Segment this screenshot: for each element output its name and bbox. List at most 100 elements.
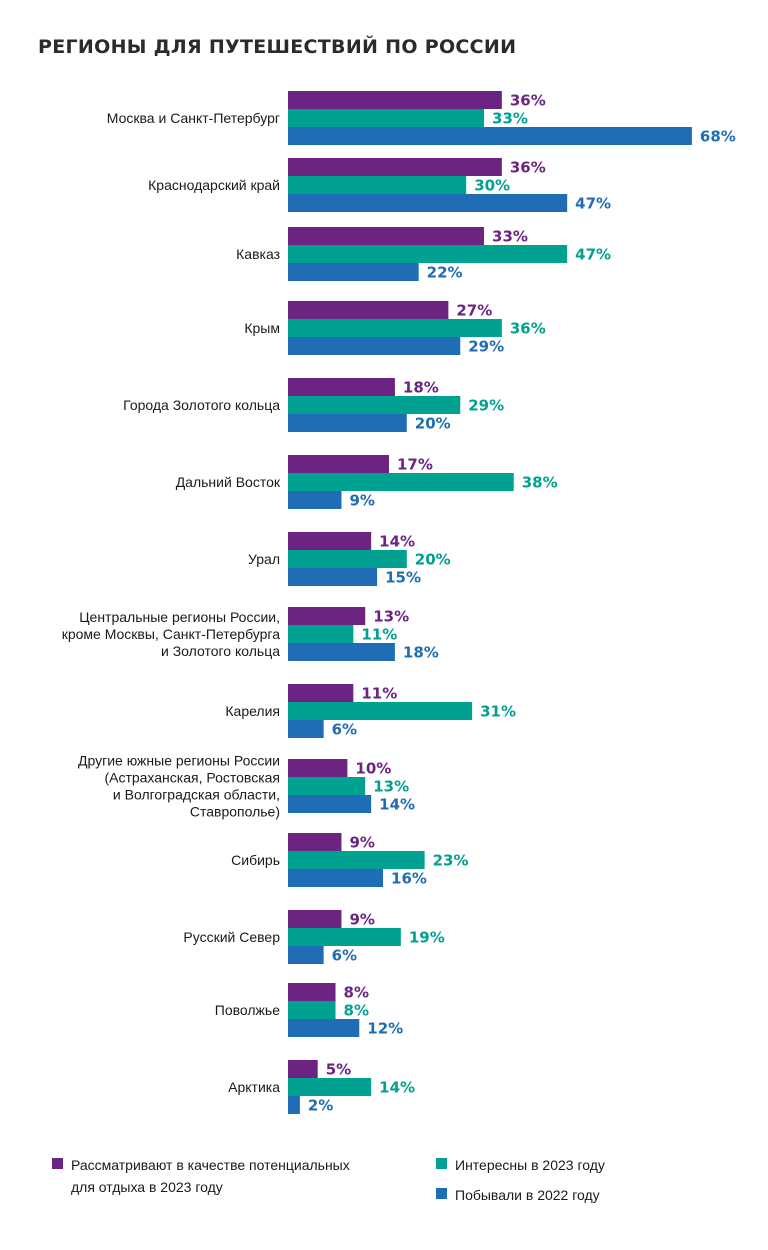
data-label-interest: 13% <box>373 778 409 796</box>
bar-interest <box>288 109 485 127</box>
category-group: 18% 29% 20% Города Золотого кольца <box>123 378 504 433</box>
data-label-interest: 47% <box>575 246 611 264</box>
category-group: 17% 38% 9% Дальний Восток <box>176 455 558 510</box>
data-label-interest: 8% <box>344 1002 369 1020</box>
data-label-consider: 9% <box>349 834 374 852</box>
bar-visited <box>288 194 568 212</box>
legend-label-consider-line1: Рассматривают в качестве потенциальных <box>71 1157 350 1173</box>
bar-visited <box>288 795 372 813</box>
data-label-visited: 18% <box>403 644 439 662</box>
category-label: Поволжье <box>215 1002 280 1018</box>
bar-interest <box>288 550 407 568</box>
category-label: Арктика <box>228 1079 280 1095</box>
category-group: 8%8%12%Поволжье <box>215 983 403 1038</box>
category-label: Москва и Санкт-Петербург <box>107 110 280 126</box>
data-label-visited: 47% <box>575 195 611 213</box>
data-label-visited: 14% <box>379 796 415 814</box>
data-label-consider: 27% <box>456 302 492 320</box>
data-label-consider: 9% <box>349 911 374 929</box>
bar-visited <box>288 643 395 661</box>
legend-swatch-visited <box>436 1188 447 1199</box>
bar-consider <box>288 227 485 245</box>
data-label-visited: 2% <box>308 1097 333 1115</box>
data-label-consider: 13% <box>373 608 409 626</box>
data-label-interest: 31% <box>480 703 516 721</box>
bar-visited <box>288 337 461 355</box>
data-label-visited: 68% <box>700 128 736 146</box>
bar-consider <box>288 1060 318 1078</box>
data-label-consider: 36% <box>510 92 546 110</box>
category-label: Урал <box>248 551 280 567</box>
data-label-interest: 33% <box>492 110 528 128</box>
category-label: Краснодарский край <box>148 177 280 193</box>
bar-interest <box>288 245 568 263</box>
category-label: Города Золотого кольца <box>123 397 280 413</box>
bar-interest <box>288 1001 336 1019</box>
category-label: Крым <box>244 320 280 336</box>
bar-interest <box>288 777 366 795</box>
bar-visited <box>288 720 324 738</box>
legend-label-interest: Интересны в 2023 году <box>455 1157 605 1173</box>
bar-visited <box>288 946 324 964</box>
bar-visited <box>288 127 692 145</box>
data-label-visited: 15% <box>385 569 421 587</box>
data-label-consider: 8% <box>344 984 369 1002</box>
bar-consider <box>288 684 354 702</box>
bar-consider <box>288 532 372 550</box>
legend-item-visited: Побывали в 2022 году <box>436 1184 696 1206</box>
data-label-consider: 36% <box>510 159 546 177</box>
category-group: 10%13%14% Другие южные регионы России (Аст… <box>78 753 415 820</box>
data-label-consider: 18% <box>403 379 439 397</box>
bar-interest <box>288 319 502 337</box>
bar-interest <box>288 176 467 194</box>
bar-visited <box>288 414 407 432</box>
category-label: Дальний Восток <box>176 474 281 490</box>
bar-interest <box>288 473 514 491</box>
bar-visited <box>288 1019 360 1037</box>
bar-interest <box>288 396 461 414</box>
legend-item-interest: Интересны в 2023 году <box>436 1154 696 1176</box>
category-group: 9% 19% 6% Русский Север <box>183 910 445 965</box>
category-group: 5% 14% 2% Арктика <box>228 1060 415 1115</box>
bar-consider <box>288 301 449 319</box>
chart-title: РЕГИОНЫ ДЛЯ ПУТЕШЕСТВИЙ ПО РОССИИ <box>38 36 517 58</box>
data-label-consider: 10% <box>355 760 391 778</box>
data-label-interest: 38% <box>522 474 558 492</box>
data-label-visited: 20% <box>415 415 451 433</box>
bar-visited <box>288 491 342 509</box>
data-label-consider: 33% <box>492 228 528 246</box>
bar-interest <box>288 625 354 643</box>
bar-visited <box>288 263 419 281</box>
category-label: Карелия <box>225 703 280 719</box>
data-label-consider: 14% <box>379 533 415 551</box>
category-group: 13%11% 18% Центральные регионы России, кром… <box>62 607 439 662</box>
data-label-interest: 29% <box>468 397 504 415</box>
category-group: 27% 36% 29% Крым <box>244 301 546 356</box>
data-label-visited: 29% <box>468 338 504 356</box>
data-label-visited: 12% <box>367 1020 403 1038</box>
bar-consider <box>288 983 336 1001</box>
data-label-interest: 14% <box>379 1079 415 1097</box>
bar-consider <box>288 158 502 176</box>
category-label: Сибирь <box>231 852 280 868</box>
bar-interest <box>288 702 473 720</box>
bar-interest <box>288 851 425 869</box>
bar-interest <box>288 928 401 946</box>
category-group: 11% 31% 6% Карелия <box>225 684 516 739</box>
legend-swatch-interest <box>436 1158 447 1169</box>
data-label-visited: 9% <box>349 492 374 510</box>
legend-label-consider-line2: для отдыха в 2023 году <box>71 1179 223 1195</box>
data-label-consider: 5% <box>326 1061 351 1079</box>
bar-consider <box>288 91 502 109</box>
bar-consider <box>288 378 395 396</box>
category-label: Кавказ <box>236 246 280 262</box>
category-label: Центральные регионы России, кроме Москвы,… <box>62 609 281 659</box>
category-label: Русский Север <box>183 929 280 945</box>
data-label-interest: 20% <box>415 551 451 569</box>
data-label-interest: 30% <box>474 177 510 195</box>
category-group: 33% 47% 22% Кавказ <box>236 227 611 282</box>
bar-interest <box>288 1078 372 1096</box>
legend-swatch-consider <box>52 1158 63 1169</box>
data-label-visited: 6% <box>332 721 357 739</box>
bar-consider <box>288 759 348 777</box>
